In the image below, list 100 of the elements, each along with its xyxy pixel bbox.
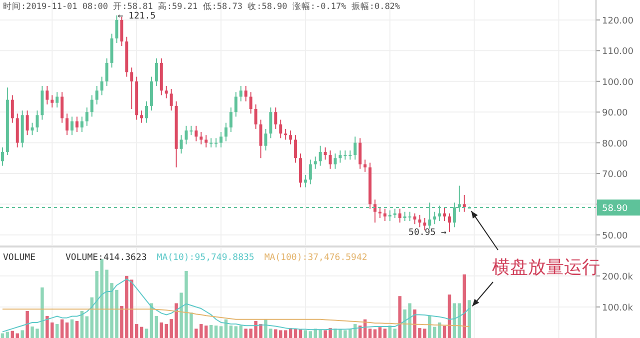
bar	[398, 296, 402, 338]
y-tick-label: 70.00	[602, 170, 628, 180]
candlestick	[433, 211, 436, 225]
bar	[383, 328, 387, 338]
bar	[229, 326, 233, 338]
y-tick-label: 120.00	[602, 16, 634, 26]
candlestick	[289, 130, 292, 145]
candlestick	[220, 132, 223, 148]
candlestick	[462, 194, 466, 212]
candlestick	[70, 116, 74, 136]
y-tick-label: 90.00	[602, 108, 628, 119]
bar	[308, 331, 312, 338]
candlestick	[0, 146, 4, 166]
line-series	[2, 308, 470, 328]
line-series	[2, 278, 470, 332]
candlestick	[308, 159, 312, 185]
candlestick	[190, 125, 193, 136]
candlestick	[224, 122, 228, 142]
candlestick	[56, 92, 59, 108]
bar	[378, 327, 382, 338]
candlestick	[180, 134, 183, 154]
candlestick	[344, 150, 347, 160]
candlestick	[90, 94, 94, 118]
candlestick	[115, 14, 118, 44]
bar	[56, 324, 59, 338]
candlestick	[338, 150, 342, 164]
bar	[442, 326, 446, 338]
annotation: ← 121.5	[118, 11, 156, 22]
bar	[26, 311, 29, 338]
candlestick	[383, 208, 386, 222]
candlestick	[200, 132, 203, 145]
candlestick	[26, 110, 29, 136]
candlestick	[418, 214, 422, 228]
candlestick	[358, 138, 362, 170]
bar	[140, 326, 144, 338]
y-tick-label: 200.0k	[602, 272, 634, 282]
bar	[20, 330, 24, 338]
candlestick	[398, 208, 402, 224]
candlestick	[304, 174, 307, 188]
candlestick	[318, 145, 322, 166]
bar	[16, 333, 19, 338]
candlestick	[145, 100, 148, 124]
candlestick	[66, 113, 69, 136]
candlestick	[80, 116, 84, 133]
candlestick	[294, 134, 298, 164]
annotation: 50.95 →	[408, 228, 448, 238]
annotation: 横盘放量运行	[492, 257, 600, 278]
candlestick	[388, 210, 392, 222]
candlestick	[30, 122, 34, 136]
candlestick	[354, 136, 357, 160]
bar	[85, 316, 89, 338]
text: MA(10):95,749.8835	[156, 253, 254, 263]
candlestick	[229, 106, 232, 133]
candlestick	[314, 156, 317, 170]
bar	[144, 328, 148, 338]
candlestick	[364, 159, 367, 172]
candlestick	[279, 119, 282, 139]
candlestick	[50, 94, 54, 108]
text: MA(100):37,476.5942	[264, 253, 368, 263]
candlestick	[373, 199, 376, 224]
y-tick-label: 80.00	[602, 139, 628, 150]
candlestick	[164, 85, 168, 99]
candlestick	[393, 208, 396, 218]
bar	[209, 324, 213, 338]
bar	[0, 333, 4, 338]
candlestick	[214, 138, 218, 148]
candlestick	[448, 212, 451, 232]
candlestick	[120, 16, 124, 47]
candlestick	[10, 94, 14, 124]
bar	[219, 326, 223, 338]
bar	[234, 326, 238, 338]
candlestick	[413, 212, 416, 225]
bar	[304, 330, 308, 338]
candlestick	[100, 76, 104, 96]
bar	[75, 320, 79, 338]
candlestick	[348, 150, 352, 160]
candlestick	[194, 125, 198, 142]
bar	[373, 329, 377, 338]
bar	[6, 332, 10, 338]
y-tick-label: 110.00	[602, 47, 634, 58]
bar	[60, 319, 64, 338]
candlestick	[154, 58, 158, 86]
candlestick	[249, 92, 252, 114]
candlestick	[95, 85, 98, 105]
candlestick	[269, 106, 272, 139]
candlestick	[234, 92, 238, 118]
candlestick	[46, 85, 49, 105]
candlestick	[204, 134, 208, 148]
candlestick	[130, 67, 134, 110]
candlestick	[75, 116, 78, 133]
bar	[160, 322, 164, 338]
bar	[239, 326, 242, 338]
annotation: VOLUME:414.3623	[66, 253, 147, 263]
candlestick	[284, 128, 288, 140]
candlestick	[85, 106, 88, 126]
bar	[70, 319, 74, 338]
bar	[432, 326, 436, 338]
bar	[284, 330, 288, 338]
bar	[10, 330, 14, 338]
candlestick	[274, 106, 278, 130]
